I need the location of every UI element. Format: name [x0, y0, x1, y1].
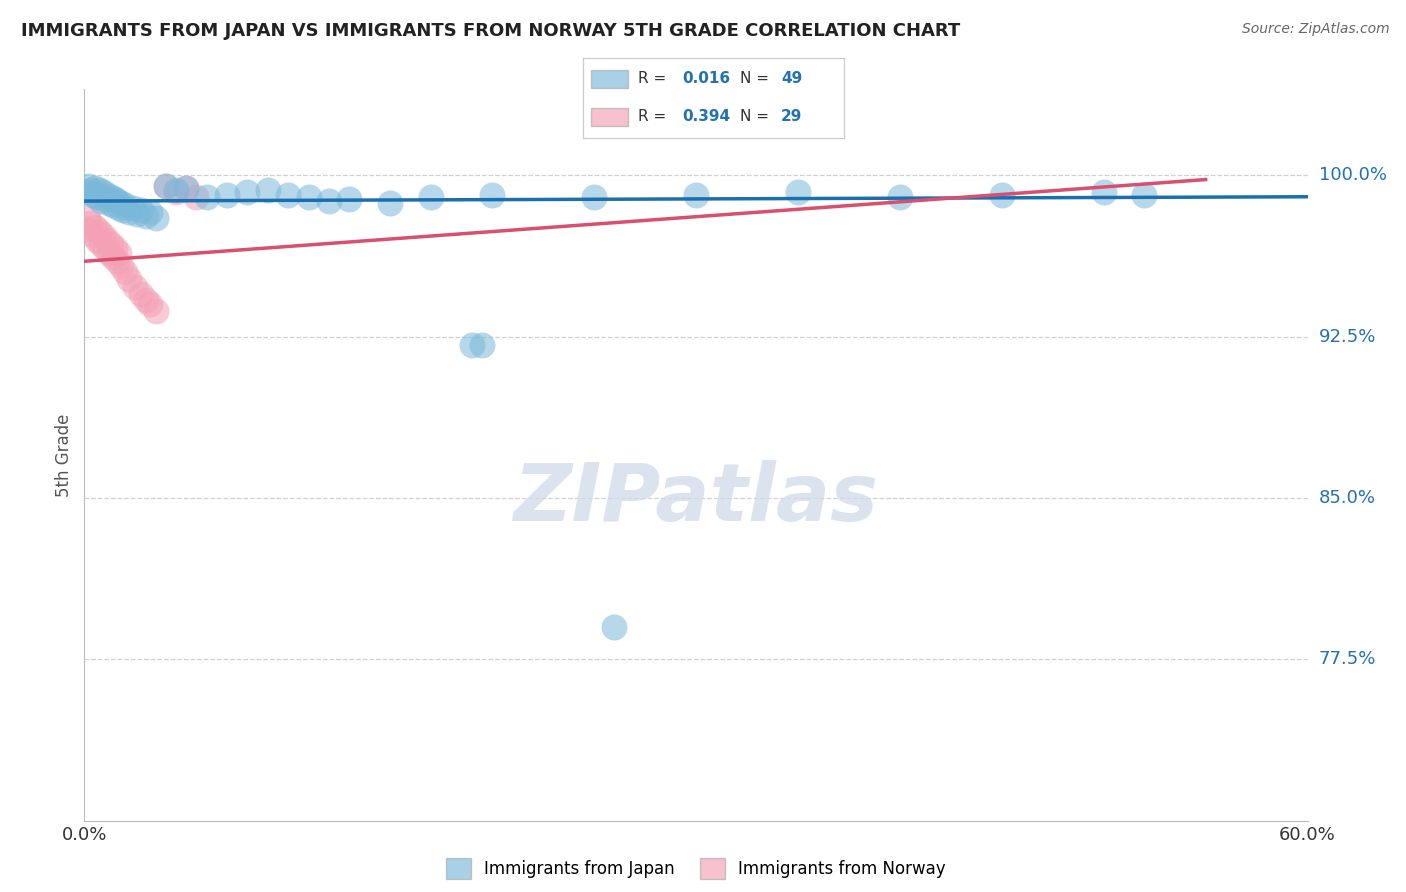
Text: 77.5%: 77.5% [1319, 650, 1376, 668]
Point [110, 259, 132, 273]
Point [603, 620, 626, 634]
Point [91, 228, 114, 243]
Text: ZIPatlas: ZIPatlas [513, 459, 879, 538]
Point [75, 222, 97, 236]
Point [685, 187, 707, 202]
Text: N =: N = [740, 109, 773, 124]
Point [217, 187, 239, 202]
Point [1133, 187, 1156, 202]
Point [124, 280, 146, 294]
Point [105, 254, 128, 268]
Text: IMMIGRANTS FROM JAPAN VS IMMIGRANTS FROM NORWAY 5TH GRADE CORRELATION CHART: IMMIGRANTS FROM JAPAN VS IMMIGRANTS FROM… [21, 22, 960, 40]
Point [87, 224, 110, 238]
Point [787, 186, 810, 200]
Point [77, 211, 100, 226]
Point [471, 338, 494, 352]
Point [83, 219, 105, 234]
Point [174, 181, 197, 195]
Point [122, 201, 145, 215]
Point [93, 241, 115, 255]
Point [101, 250, 124, 264]
Point [135, 209, 157, 223]
Point [118, 271, 141, 285]
Point [97, 245, 120, 260]
Point [155, 179, 177, 194]
Point [461, 338, 484, 352]
Point [380, 196, 402, 211]
Point [145, 303, 167, 318]
Point [112, 202, 135, 217]
Point [131, 202, 153, 217]
Point [889, 190, 911, 204]
Point [114, 265, 136, 279]
Point [582, 190, 605, 204]
Point [86, 233, 108, 247]
Point [101, 198, 124, 212]
Point [83, 181, 105, 195]
Point [165, 183, 187, 197]
Text: Source: ZipAtlas.com: Source: ZipAtlas.com [1241, 22, 1389, 37]
Legend: Immigrants from Japan, Immigrants from Norway: Immigrants from Japan, Immigrants from N… [439, 852, 953, 886]
Point [90, 237, 112, 252]
Point [138, 204, 160, 219]
FancyBboxPatch shape [592, 70, 627, 88]
Point [127, 207, 149, 221]
Point [339, 192, 360, 206]
Point [114, 198, 136, 212]
Point [257, 183, 280, 197]
Point [96, 233, 118, 247]
Point [108, 245, 131, 260]
FancyBboxPatch shape [592, 108, 627, 126]
Text: 49: 49 [782, 71, 803, 87]
Point [86, 190, 108, 204]
Point [105, 194, 128, 208]
Point [110, 196, 132, 211]
Point [318, 194, 340, 208]
Point [298, 190, 321, 204]
Point [77, 179, 100, 194]
Point [82, 228, 104, 243]
Point [131, 286, 153, 301]
Point [174, 181, 197, 195]
Point [100, 237, 122, 252]
Point [165, 186, 187, 200]
Point [79, 183, 101, 197]
Point [104, 192, 127, 206]
Point [87, 183, 110, 197]
Point [79, 216, 101, 230]
Point [82, 187, 104, 202]
Point [104, 241, 127, 255]
Point [135, 293, 157, 307]
Point [118, 204, 141, 219]
Point [236, 186, 259, 200]
Text: R =: R = [638, 71, 671, 87]
Text: 85.0%: 85.0% [1319, 489, 1375, 507]
Text: 0.394: 0.394 [682, 109, 731, 124]
Point [90, 194, 112, 208]
Point [91, 186, 114, 200]
Point [108, 201, 131, 215]
Point [96, 187, 118, 202]
Text: R =: R = [638, 109, 671, 124]
Text: 100.0%: 100.0% [1319, 166, 1386, 185]
Point [420, 190, 443, 204]
Text: 92.5%: 92.5% [1319, 327, 1376, 345]
Point [195, 190, 218, 204]
Point [186, 190, 208, 204]
Point [100, 190, 122, 204]
Point [75, 186, 97, 200]
Point [138, 297, 160, 311]
Text: 29: 29 [782, 109, 803, 124]
Point [277, 187, 299, 202]
Point [481, 187, 503, 202]
Text: N =: N = [740, 71, 773, 87]
Point [1092, 186, 1115, 200]
Point [155, 179, 177, 194]
Point [991, 187, 1014, 202]
Point [145, 211, 167, 226]
Point [97, 196, 120, 211]
Text: 0.016: 0.016 [682, 71, 731, 87]
Point [93, 192, 115, 206]
Y-axis label: 5th Grade: 5th Grade [55, 413, 73, 497]
